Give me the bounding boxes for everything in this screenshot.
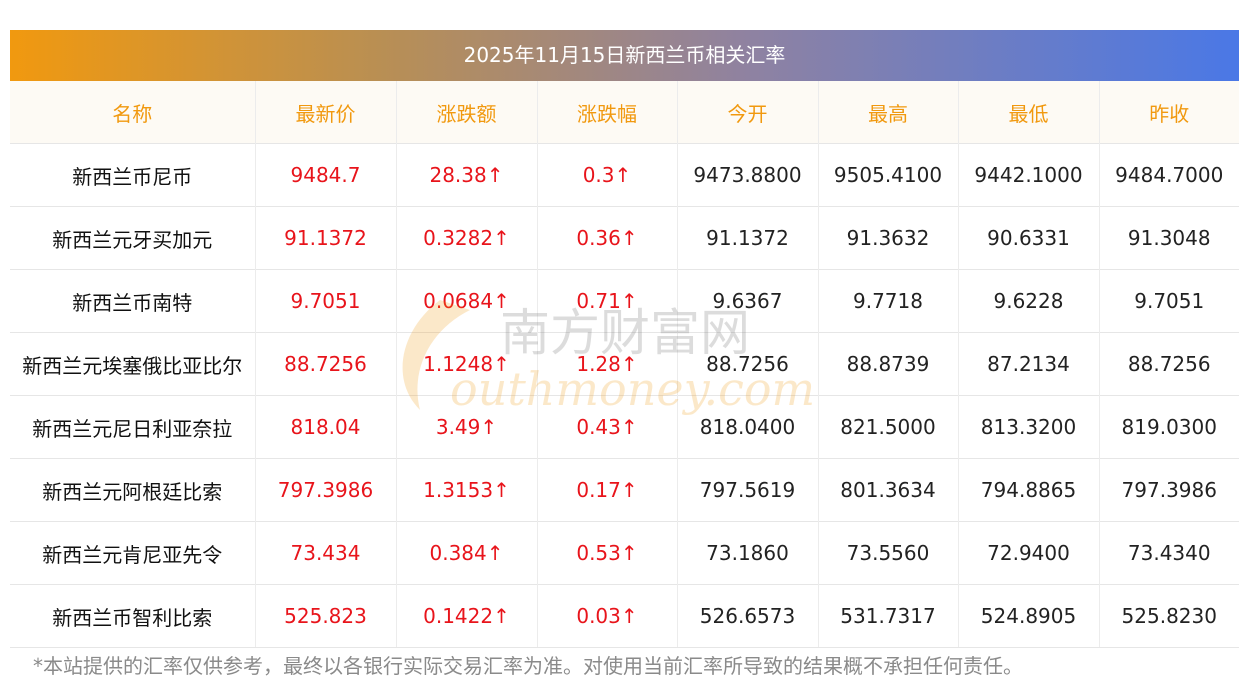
change-percent-cell: 0.71↑	[537, 269, 678, 333]
change-amount-cell: 28.38↑	[396, 143, 538, 207]
column-header-prev-close: 昨收	[1099, 81, 1239, 144]
low-price-cell: 9442.1000	[958, 143, 1100, 207]
open-price-cell: 91.1372	[677, 206, 819, 270]
prev-close-cell: 88.7256	[1099, 332, 1239, 396]
latest-price-cell: 91.1372	[255, 206, 397, 270]
currency-pair-name: 新西兰币智利比索	[10, 584, 256, 648]
open-price-cell: 797.5619	[677, 458, 819, 522]
latest-price-cell: 73.434	[255, 521, 397, 585]
low-price-cell: 9.6228	[958, 269, 1100, 333]
change-percent-cell: 0.3↑	[537, 143, 678, 207]
currency-pair-name: 新西兰币南特	[10, 269, 256, 333]
change-percent-cell: 0.03↑	[537, 584, 678, 648]
open-price-cell: 73.1860	[677, 521, 819, 585]
table-row: 新西兰元肯尼亚先令 73.434 0.384↑ 0.53↑ 73.1860 73.5560…	[10, 521, 1239, 585]
column-header-name: 名称	[10, 81, 256, 144]
high-price-cell: 88.8739	[818, 332, 959, 396]
currency-pair-name: 新西兰元尼日利亚奈拉	[10, 395, 256, 459]
open-price-cell: 9473.8800	[677, 143, 819, 207]
low-price-cell: 524.8905	[958, 584, 1100, 648]
prev-close-cell: 797.3986	[1099, 458, 1239, 522]
latest-price-cell: 9.7051	[255, 269, 397, 333]
table-row: 新西兰元尼日利亚奈拉 818.04 3.49↑ 0.43↑ 818.0400 821.50…	[10, 395, 1239, 459]
change-percent-cell: 0.17↑	[537, 458, 678, 522]
low-price-cell: 813.3200	[958, 395, 1100, 459]
latest-price-cell: 525.823	[255, 584, 397, 648]
currency-pair-name: 新西兰元埃塞俄比亚比尔	[10, 332, 256, 396]
latest-price-cell: 797.3986	[255, 458, 397, 522]
page-title: 2025年11月15日新西兰币相关汇率	[10, 30, 1239, 81]
change-amount-cell: 1.1248↑	[396, 332, 538, 396]
open-price-cell: 818.0400	[677, 395, 819, 459]
table-row: 新西兰元牙买加元 91.1372 0.3282↑ 0.36↑ 91.1372 91.363…	[10, 206, 1239, 270]
latest-price-cell: 818.04	[255, 395, 397, 459]
change-amount-cell: 0.0684↑	[396, 269, 538, 333]
rate-table-container: 2025年11月15日新西兰币相关汇率 名称 最新价 涨跌额 涨跌幅 今开 最高…	[10, 30, 1239, 648]
change-amount-cell: 1.3153↑	[396, 458, 538, 522]
high-price-cell: 801.3634	[818, 458, 959, 522]
change-percent-cell: 1.28↑	[537, 332, 678, 396]
prev-close-cell: 525.8230	[1099, 584, 1239, 648]
high-price-cell: 9505.4100	[818, 143, 959, 207]
change-amount-cell: 0.384↑	[396, 521, 538, 585]
high-price-cell: 9.7718	[818, 269, 959, 333]
column-header-high: 最高	[818, 81, 959, 144]
high-price-cell: 91.3632	[818, 206, 959, 270]
rate-table: 名称 最新价 涨跌额 涨跌幅 今开 最高 最低 昨收 新西兰币尼币 9484.7 2…	[10, 81, 1239, 648]
change-percent-cell: 0.43↑	[537, 395, 678, 459]
high-price-cell: 821.5000	[818, 395, 959, 459]
change-amount-cell: 0.1422↑	[396, 584, 538, 648]
change-amount-cell: 3.49↑	[396, 395, 538, 459]
currency-pair-name: 新西兰元阿根廷比索	[10, 458, 256, 522]
prev-close-cell: 9484.7000	[1099, 143, 1239, 207]
low-price-cell: 87.2134	[958, 332, 1100, 396]
table-header-row: 名称 最新价 涨跌额 涨跌幅 今开 最高 最低 昨收	[10, 81, 1239, 144]
column-header-change-pct: 涨跌幅	[537, 81, 678, 144]
open-price-cell: 88.7256	[677, 332, 819, 396]
column-header-open: 今开	[677, 81, 819, 144]
table-row: 新西兰币尼币 9484.7 28.38↑ 0.3↑ 9473.8800 9505.4100…	[10, 143, 1239, 207]
low-price-cell: 90.6331	[958, 206, 1100, 270]
table-row: 新西兰币南特 9.7051 0.0684↑ 0.71↑ 9.6367 9.7718 9.62…	[10, 269, 1239, 333]
currency-pair-name: 新西兰元牙买加元	[10, 206, 256, 270]
table-row: 新西兰元阿根廷比索 797.3986 1.3153↑ 0.17↑ 797.5619 801…	[10, 458, 1239, 522]
change-percent-cell: 0.53↑	[537, 521, 678, 585]
column-header-low: 最低	[958, 81, 1100, 144]
prev-close-cell: 819.0300	[1099, 395, 1239, 459]
column-header-change: 涨跌额	[396, 81, 538, 144]
prev-close-cell: 91.3048	[1099, 206, 1239, 270]
currency-pair-name: 新西兰币尼币	[10, 143, 256, 207]
table-row: 新西兰元埃塞俄比亚比尔 88.7256 1.1248↑ 1.28↑ 88.7256 88.…	[10, 332, 1239, 396]
open-price-cell: 526.6573	[677, 584, 819, 648]
column-header-latest: 最新价	[255, 81, 397, 144]
prev-close-cell: 73.4340	[1099, 521, 1239, 585]
change-percent-cell: 0.36↑	[537, 206, 678, 270]
high-price-cell: 531.7317	[818, 584, 959, 648]
prev-close-cell: 9.7051	[1099, 269, 1239, 333]
change-amount-cell: 0.3282↑	[396, 206, 538, 270]
disclaimer-note: *本站提供的汇率仅供参考，最终以各银行实际交易汇率为准。对使用当前汇率所导致的结…	[33, 654, 1023, 678]
latest-price-cell: 88.7256	[255, 332, 397, 396]
low-price-cell: 72.9400	[958, 521, 1100, 585]
latest-price-cell: 9484.7	[255, 143, 397, 207]
currency-pair-name: 新西兰元肯尼亚先令	[10, 521, 256, 585]
high-price-cell: 73.5560	[818, 521, 959, 585]
table-row: 新西兰币智利比索 525.823 0.1422↑ 0.03↑ 526.6573 531.7…	[10, 584, 1239, 648]
low-price-cell: 794.8865	[958, 458, 1100, 522]
open-price-cell: 9.6367	[677, 269, 819, 333]
